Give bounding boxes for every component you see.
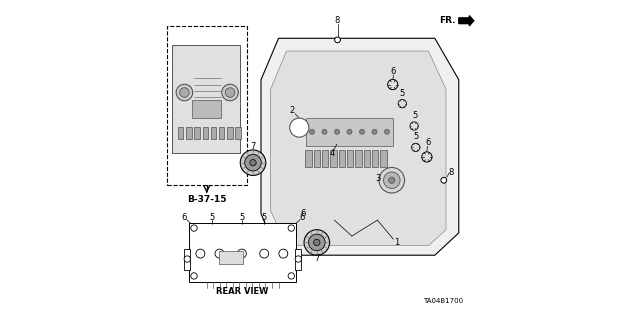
Circle shape: [388, 79, 398, 90]
Bar: [178, 127, 184, 139]
Text: 8: 8: [335, 16, 340, 25]
Bar: [372, 150, 378, 167]
Text: B-37-15: B-37-15: [187, 195, 227, 204]
Circle shape: [244, 154, 261, 171]
Text: 5: 5: [412, 111, 417, 120]
Bar: [305, 150, 312, 167]
Bar: [193, 100, 221, 118]
Bar: [184, 249, 190, 270]
Circle shape: [385, 129, 390, 134]
Text: 6: 6: [300, 209, 306, 218]
Bar: [364, 150, 370, 167]
Text: 5: 5: [209, 213, 214, 222]
Text: 6: 6: [182, 213, 187, 222]
FancyArrow shape: [459, 16, 474, 26]
Bar: [236, 127, 241, 139]
Circle shape: [250, 160, 256, 166]
Text: TA04B1700: TA04B1700: [423, 299, 463, 304]
Circle shape: [215, 249, 224, 258]
Bar: [355, 150, 362, 167]
Text: 5: 5: [262, 213, 267, 222]
Bar: [186, 127, 191, 139]
Circle shape: [398, 100, 406, 108]
Circle shape: [422, 152, 432, 162]
Circle shape: [295, 256, 301, 262]
Text: 6: 6: [390, 67, 396, 76]
Circle shape: [191, 225, 197, 231]
Circle shape: [441, 177, 447, 183]
Bar: [172, 45, 240, 153]
Circle shape: [360, 129, 365, 134]
Circle shape: [176, 84, 193, 101]
Bar: [347, 150, 353, 167]
Polygon shape: [261, 38, 459, 255]
Circle shape: [237, 249, 246, 258]
Text: 7: 7: [250, 142, 256, 151]
Bar: [219, 127, 225, 139]
Circle shape: [372, 129, 377, 134]
Circle shape: [288, 225, 294, 231]
Circle shape: [240, 150, 266, 175]
Text: 8: 8: [449, 168, 454, 177]
Text: 1: 1: [394, 238, 399, 247]
Text: 2: 2: [289, 106, 294, 115]
Bar: [314, 150, 320, 167]
Bar: [195, 127, 200, 139]
Circle shape: [347, 129, 352, 134]
Circle shape: [322, 129, 327, 134]
Text: 5: 5: [239, 213, 244, 222]
Circle shape: [184, 256, 191, 262]
Circle shape: [379, 167, 404, 193]
Bar: [203, 127, 208, 139]
Circle shape: [388, 177, 395, 183]
Bar: [219, 251, 243, 264]
Circle shape: [310, 129, 315, 134]
Circle shape: [180, 88, 189, 97]
Text: 6: 6: [300, 213, 305, 222]
Bar: [330, 150, 337, 167]
Bar: [167, 26, 246, 185]
Circle shape: [410, 122, 419, 130]
Circle shape: [383, 172, 400, 189]
Text: 3: 3: [376, 174, 381, 183]
Circle shape: [260, 249, 269, 258]
Bar: [227, 127, 233, 139]
Bar: [380, 150, 387, 167]
Circle shape: [191, 273, 197, 279]
Circle shape: [221, 84, 238, 101]
Bar: [322, 150, 328, 167]
Bar: [339, 150, 345, 167]
Text: 4: 4: [330, 149, 335, 158]
Text: 6: 6: [426, 138, 431, 147]
Bar: [189, 223, 296, 282]
Circle shape: [335, 37, 340, 43]
Bar: [296, 249, 301, 270]
Circle shape: [196, 249, 205, 258]
Circle shape: [225, 88, 235, 97]
Text: 5: 5: [413, 132, 419, 141]
Circle shape: [412, 143, 420, 152]
Polygon shape: [271, 51, 446, 246]
Text: FR.: FR.: [439, 16, 455, 25]
Bar: [211, 127, 216, 139]
Circle shape: [304, 230, 330, 255]
Text: REAR VIEW: REAR VIEW: [216, 287, 269, 296]
Circle shape: [335, 129, 340, 134]
Circle shape: [279, 249, 288, 258]
Text: 7: 7: [314, 254, 319, 263]
Text: 5: 5: [399, 89, 405, 98]
Bar: [306, 118, 394, 146]
Circle shape: [308, 234, 325, 251]
Circle shape: [288, 273, 294, 279]
Circle shape: [290, 118, 309, 137]
Circle shape: [314, 239, 320, 246]
